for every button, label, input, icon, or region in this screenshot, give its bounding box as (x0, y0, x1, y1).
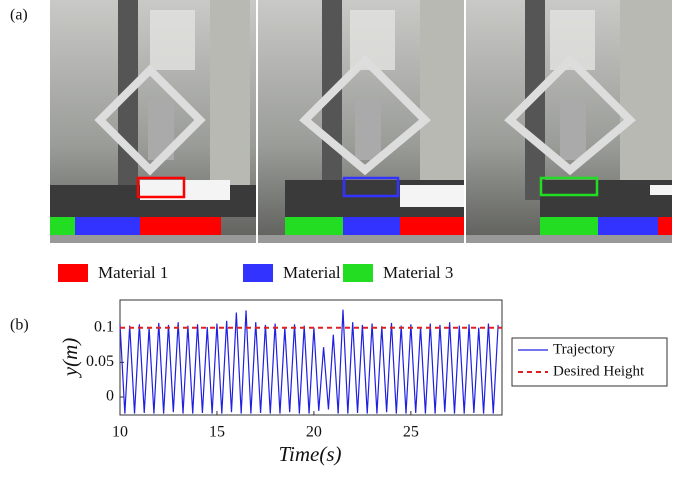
y-axis-label: y(m) (58, 338, 82, 378)
material-strip (75, 217, 140, 235)
material-outline (136, 176, 186, 199)
material-outline (539, 176, 599, 197)
material-strip (285, 217, 343, 235)
y-tick-label: 0.1 (94, 318, 114, 335)
x-tick-label: 20 (306, 424, 322, 441)
material-strip (658, 217, 672, 235)
material-strip (598, 217, 658, 235)
photo (50, 0, 256, 243)
legend-label: Trajectory (553, 341, 615, 357)
x-tick-label: 15 (209, 424, 225, 441)
material-strip (140, 217, 221, 235)
photo (258, 0, 464, 243)
material-strip (400, 217, 464, 235)
legend-label: Material 2 (283, 263, 353, 282)
legend-swatch (243, 264, 273, 282)
material-outline (342, 176, 400, 198)
legend-swatch (343, 264, 373, 282)
legend-label: Material 3 (383, 263, 453, 282)
x-tick-label: 10 (112, 424, 128, 441)
panel-label: (b) (10, 317, 29, 334)
legend (511, 337, 668, 387)
legend-label: Material 1 (98, 263, 168, 282)
legend-swatch (58, 264, 88, 282)
material-strip (50, 217, 75, 235)
legend-label: Desired Height (553, 363, 645, 379)
material-strip (343, 217, 400, 235)
data-line (119, 309, 499, 414)
photo-strip (50, 0, 672, 243)
panel-label: (a) (10, 7, 28, 24)
plot-frame (119, 299, 503, 416)
material-strip (540, 217, 598, 235)
x-axis-label: Time(s) (279, 442, 342, 466)
photo (466, 0, 672, 243)
y-tick-label: 0.05 (86, 353, 114, 370)
x-tick-label: 25 (403, 424, 419, 441)
y-tick-label: 0 (106, 388, 114, 405)
